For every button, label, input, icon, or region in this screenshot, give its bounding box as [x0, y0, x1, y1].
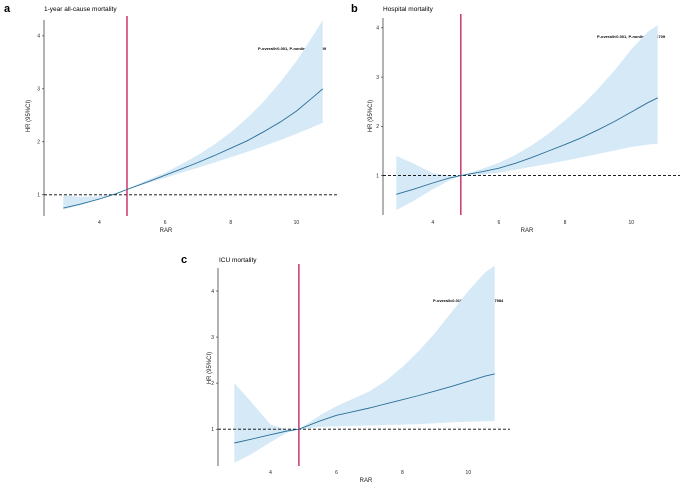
panel-title-c: ICU mortality — [219, 257, 257, 264]
x-tick-label: 4 — [269, 470, 272, 476]
panel-letter-b: b — [351, 3, 358, 15]
ci-band-b — [396, 25, 658, 211]
y-axis-label-c: HR (95%CI) — [207, 352, 213, 384]
x-tick-label: 4 — [431, 220, 434, 226]
y-tick-label: 4 — [37, 34, 40, 40]
hr-curve-b — [396, 97, 658, 195]
p-value-annotation-a: P-overall<0.001, P-nonlinear=0.1659 — [258, 46, 327, 51]
panel-c: c ICU mortality P-overall=0.0165, P-nonl… — [181, 254, 510, 484]
y-ticks-a: 1 2 3 4 — [37, 34, 44, 199]
x-tick-label: 8 — [401, 470, 404, 476]
panel-letter-a: a — [4, 3, 11, 15]
x-tick-label: 8 — [229, 220, 232, 226]
y-axis-label-b: HR (95%CI) — [368, 100, 374, 132]
y-tick-label: 2 — [376, 124, 379, 130]
x-tick-label: 10 — [294, 220, 300, 226]
p-value-annotation-b: P-overall<0.001, P-nonlinear=0.6709 — [597, 34, 666, 39]
ci-band-c — [234, 265, 495, 463]
y-tick-label: 4 — [376, 26, 379, 32]
y-tick-label: 2 — [37, 140, 40, 146]
x-tick-label: 6 — [164, 220, 167, 226]
y-tick-label: 1 — [211, 427, 214, 433]
x-axis-label-a: RAR — [160, 228, 173, 234]
x-axis-label-c: RAR — [360, 478, 373, 484]
y-tick-label: 4 — [211, 289, 214, 295]
panel-title-b: Hospital mortality — [383, 6, 434, 13]
x-axis-label-b: RAR — [521, 228, 534, 234]
y-tick-label: 1 — [37, 193, 40, 199]
x-ticks-b: 4 6 8 10 — [431, 220, 634, 226]
x-tick-label: 8 — [564, 220, 567, 226]
panel-title-a: 1-year all-cause mortality — [44, 6, 117, 13]
y-tick-label: 2 — [211, 381, 214, 387]
hr-curve-a — [63, 88, 323, 209]
x-tick-label: 10 — [466, 470, 472, 476]
y-tick-label: 3 — [37, 87, 40, 93]
x-ticks-c: 4 6 8 10 — [269, 470, 471, 476]
y-tick-label: 3 — [211, 335, 214, 341]
ci-band-a — [63, 20, 323, 210]
hr-curve-c — [234, 373, 495, 444]
x-tick-label: 4 — [98, 220, 101, 226]
y-tick-label: 1 — [376, 173, 379, 179]
panel-letter-c: c — [181, 254, 187, 266]
x-ticks-a: 4 6 8 10 — [98, 220, 299, 226]
y-tick-label: 3 — [376, 75, 379, 81]
x-tick-label: 10 — [628, 220, 634, 226]
y-ticks-c: 1 2 3 4 — [211, 289, 218, 433]
y-axis-label-a: HR (95%CI) — [26, 100, 32, 132]
x-tick-label: 6 — [497, 220, 500, 226]
panel-a: a 1-year all-cause mortality P-overall<0… — [4, 3, 338, 234]
x-tick-label: 6 — [335, 470, 338, 476]
y-ticks-b: 1 2 3 4 — [376, 26, 383, 179]
panel-b: b Hospital mortality P-overall<0.001, P-… — [351, 3, 680, 234]
